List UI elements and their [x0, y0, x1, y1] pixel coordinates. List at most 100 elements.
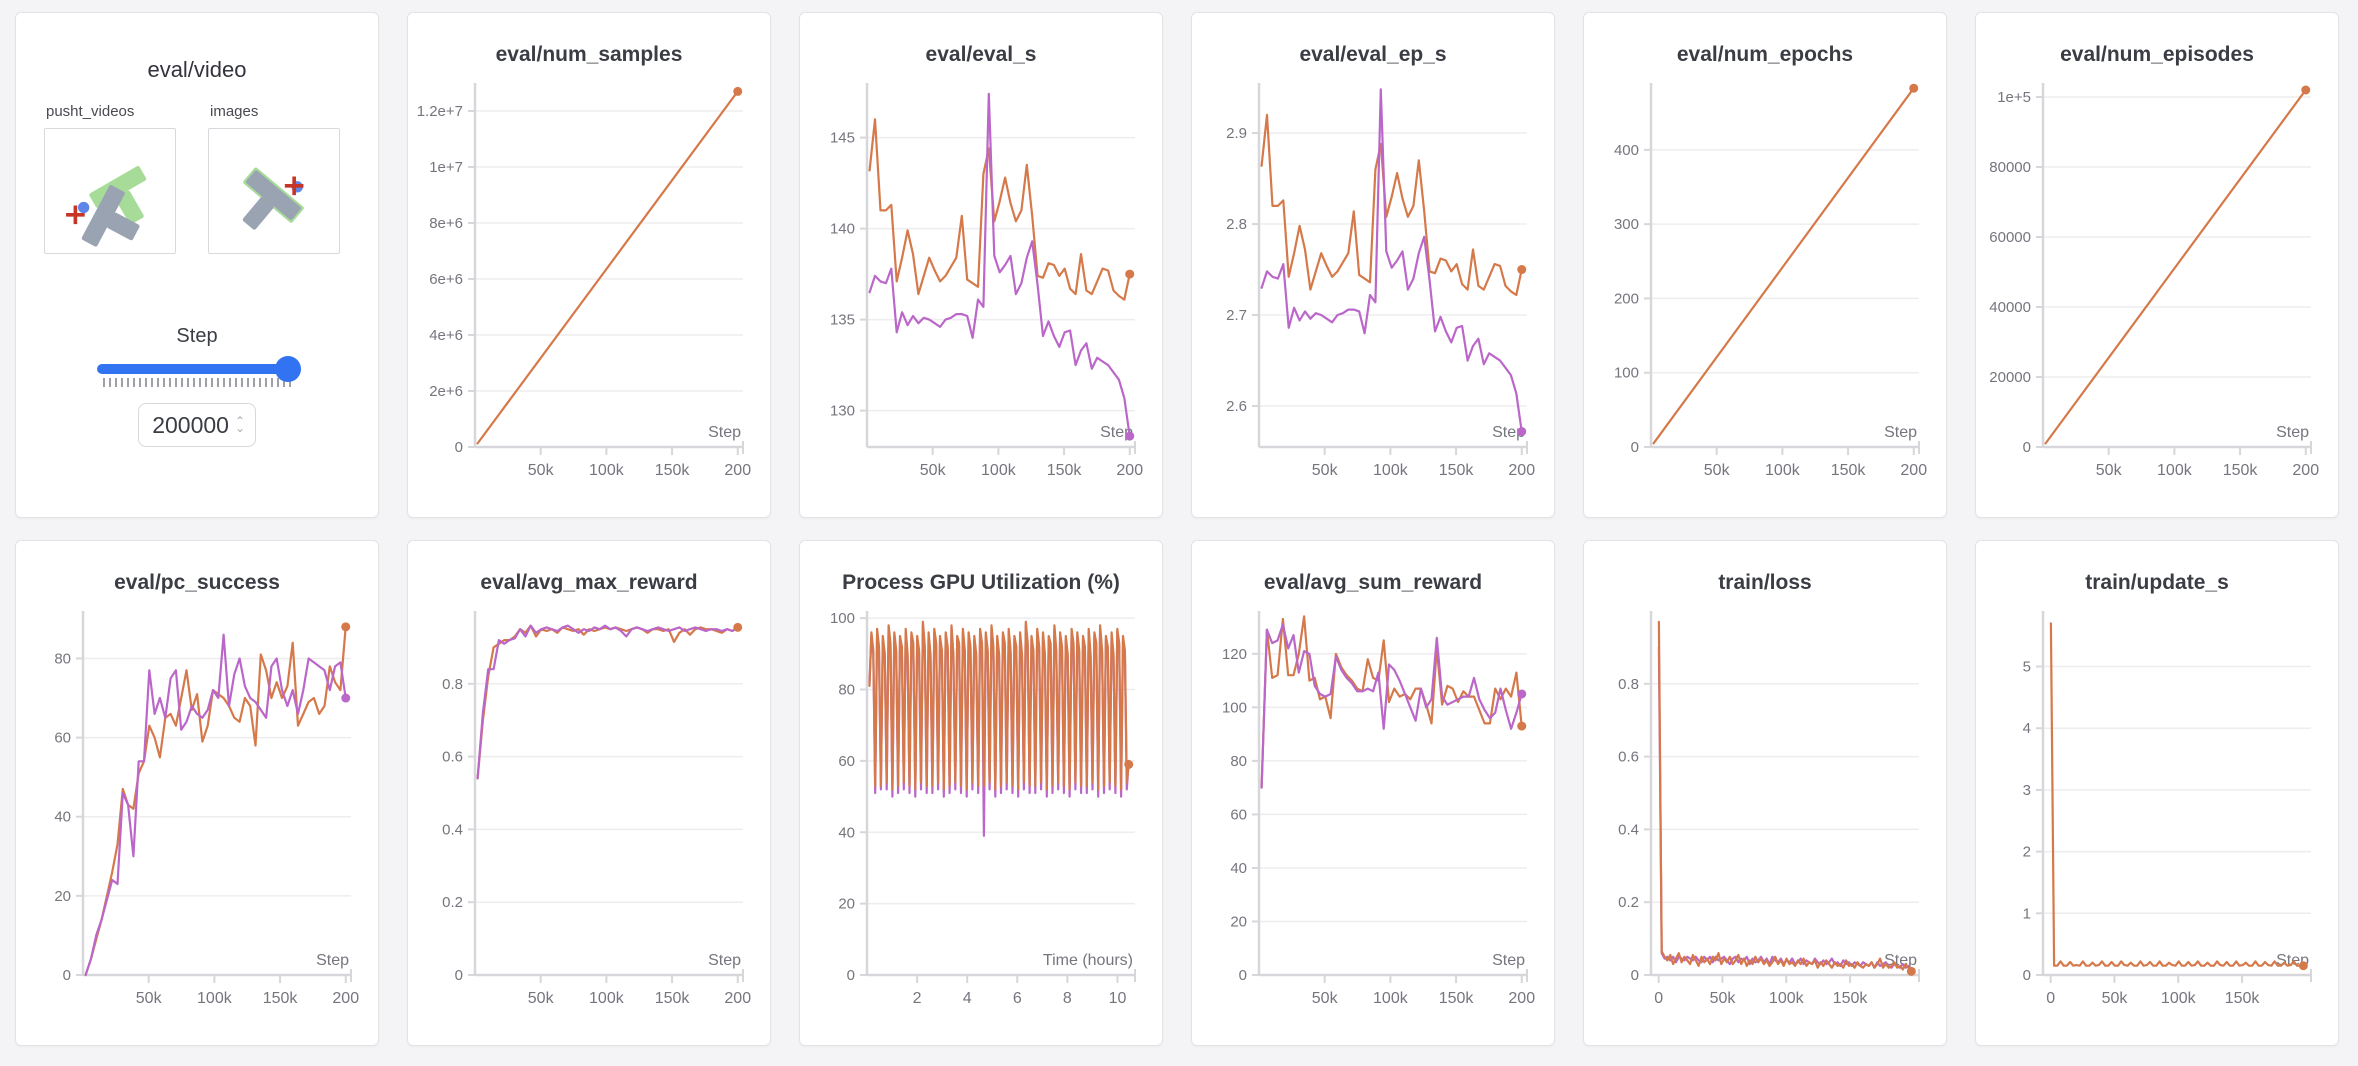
step-spinner[interactable]: ⌃ ⌄: [234, 414, 246, 435]
svg-text:2: 2: [913, 990, 922, 1007]
chart-title: eval/num_samples: [495, 43, 683, 66]
step-input[interactable]: [148, 410, 231, 440]
svg-text:400: 400: [1614, 142, 1639, 159]
pusht-video-thumbnail[interactable]: [44, 128, 176, 254]
svg-text:80: 80: [54, 650, 71, 667]
svg-text:0.2: 0.2: [442, 894, 463, 911]
media-row: pusht_videos image: [16, 103, 378, 259]
panel-title: eval/video: [147, 57, 247, 82]
svg-text:50k: 50k: [528, 462, 555, 479]
panel-eval-video[interactable]: eval/video pusht_videos: [15, 12, 379, 518]
svg-text:Time (hours): Time (hours): [1043, 952, 1133, 969]
svg-text:Step: Step: [1884, 424, 1917, 441]
svg-text:100k: 100k: [2161, 990, 2197, 1007]
svg-text:Step: Step: [316, 952, 349, 969]
svg-text:200: 200: [1508, 462, 1535, 479]
chart-panel-eval-num-samples[interactable]: eval/num_samples 0 2e+6 4e+6 6e+6 8e+6 1e+7 1.…: [407, 12, 771, 518]
svg-text:2.7: 2.7: [1226, 307, 1247, 324]
chart-panel-eval-num-epochs[interactable]: eval/num_epochs 0 100 200 300 400 50k 100k 150k…: [1583, 12, 1947, 518]
chart-panel-train-update-s[interactable]: train/update_s 0 1 2 3 4 5 0 50k 100k 150k Step: [1975, 540, 2339, 1046]
svg-text:100k: 100k: [589, 462, 625, 479]
line-chart: 0 20000 40000 60000 80000 1e+5 50k 100k 150k 200 S…: [1989, 83, 2319, 479]
svg-text:40: 40: [1230, 860, 1247, 877]
svg-text:50k: 50k: [528, 990, 555, 1007]
svg-text:145: 145: [830, 130, 855, 147]
line-chart: 130 135 140 145 50k 100k 150k 200 Step: [830, 83, 1143, 479]
svg-text:50k: 50k: [1710, 990, 1737, 1007]
svg-text:120: 120: [1222, 646, 1247, 663]
svg-text:2.9: 2.9: [1226, 125, 1247, 142]
line-chart: 0 2e+6 4e+6 6e+6 8e+6 1e+7 1.2e+7 50k 100k 150k 20…: [417, 83, 751, 479]
chart-title: eval/avg_sum_reward: [1263, 571, 1483, 594]
chart-title: eval/avg_max_reward: [480, 571, 698, 594]
chart-panel-gpu-utilization[interactable]: Process GPU Utilization (%) 0 20 40 60 80 100…: [799, 540, 1163, 1046]
svg-text:130: 130: [830, 403, 855, 420]
svg-text:6: 6: [1013, 990, 1022, 1007]
svg-text:2.6: 2.6: [1226, 398, 1247, 415]
svg-text:80: 80: [1230, 753, 1247, 770]
svg-text:8e+6: 8e+6: [429, 215, 463, 232]
media-label: images: [210, 103, 259, 120]
step-slider[interactable]: [97, 356, 301, 382]
step-slider-label: Step: [176, 325, 218, 347]
chart-title: eval/eval_ep_s: [1299, 43, 1447, 66]
svg-text:0: 0: [63, 967, 71, 984]
svg-text:150k: 150k: [263, 990, 299, 1007]
images-thumbnail[interactable]: [208, 128, 340, 254]
svg-text:150k: 150k: [655, 462, 691, 479]
chart-panel-train-loss[interactable]: train/loss 0 0.2 0.4 0.6 0.8 0 50k 100k 150k Step: [1583, 540, 1947, 1046]
chart-panel-eval-num-episodes[interactable]: eval/num_episodes 0 20000 40000 60000 80000 1…: [1975, 12, 2339, 518]
svg-text:100k: 100k: [981, 462, 1017, 479]
chart-panel-eval-eval-ep-s[interactable]: eval/eval_ep_s 2.6 2.7 2.8 2.9 50k 100k 150k 20…: [1191, 12, 1555, 518]
svg-text:200: 200: [2292, 462, 2319, 479]
svg-text:0.6: 0.6: [442, 749, 463, 766]
svg-text:0: 0: [1239, 967, 1247, 984]
chart-panel-eval-eval-s[interactable]: eval/eval_s 130 135 140 145 50k 100k 150k 200 St…: [799, 12, 1163, 518]
svg-text:100k: 100k: [1373, 462, 1409, 479]
line-chart: 0 0.2 0.4 0.6 0.8 50k 100k 150k 200 Step: [442, 611, 751, 1007]
svg-text:100: 100: [1222, 699, 1247, 716]
svg-text:0: 0: [2023, 439, 2031, 456]
svg-text:100k: 100k: [1769, 990, 1805, 1007]
svg-text:150k: 150k: [1439, 462, 1475, 479]
svg-text:20: 20: [1230, 913, 1247, 930]
step-slider-handle[interactable]: [275, 356, 301, 382]
line-chart: 0 20 40 60 80 50k 100k 150k 200 Step: [54, 611, 359, 1007]
svg-text:50k: 50k: [1312, 990, 1339, 1007]
svg-text:1.2e+7: 1.2e+7: [417, 103, 463, 120]
svg-text:300: 300: [1614, 216, 1639, 233]
svg-text:4e+6: 4e+6: [429, 327, 463, 344]
goal-cross: [66, 205, 85, 225]
svg-text:0: 0: [2046, 990, 2055, 1007]
svg-text:80000: 80000: [1989, 159, 2031, 176]
svg-text:4: 4: [2023, 720, 2031, 737]
svg-text:1e+5: 1e+5: [1997, 89, 2031, 106]
svg-text:0: 0: [1631, 439, 1639, 456]
svg-text:2e+6: 2e+6: [429, 383, 463, 400]
svg-text:200: 200: [724, 462, 751, 479]
svg-text:50k: 50k: [1312, 462, 1339, 479]
svg-text:150k: 150k: [2223, 462, 2259, 479]
spinner-down-icon[interactable]: ⌄: [234, 421, 246, 435]
svg-text:60000: 60000: [1989, 229, 2031, 246]
svg-text:50k: 50k: [2096, 462, 2123, 479]
svg-text:200: 200: [1116, 462, 1143, 479]
chart-panel-eval-avg-max-reward[interactable]: eval/avg_max_reward 0 0.2 0.4 0.6 0.8 50k 100k…: [407, 540, 771, 1046]
svg-text:0: 0: [455, 967, 463, 984]
chart-panel-eval-avg-sum-reward[interactable]: eval/avg_sum_reward 0 20 40 60 80 100 120 50k 10…: [1191, 540, 1555, 1046]
svg-text:4: 4: [963, 990, 972, 1007]
line-chart: 0 100 200 300 400 50k 100k 150k 200 Step: [1614, 83, 1927, 479]
media-pusht-videos: pusht_videos: [44, 103, 186, 259]
spinner-up-icon[interactable]: ⌃: [234, 414, 246, 428]
svg-text:80: 80: [838, 682, 855, 699]
svg-text:20: 20: [838, 896, 855, 913]
agent-dot: [77, 201, 90, 214]
chart-panel-eval-pc-success[interactable]: eval/pc_success 0 20 40 60 80 50k 100k 150k 200 S…: [15, 540, 379, 1046]
step-slider-ticks: [103, 378, 291, 387]
svg-text:10: 10: [1109, 990, 1127, 1007]
svg-text:50k: 50k: [1704, 462, 1731, 479]
line-chart: 0 20 40 60 80 100 2 4 6 8 10 Time (hours): [830, 610, 1136, 1007]
svg-text:0: 0: [2023, 967, 2031, 984]
svg-text:200: 200: [1614, 290, 1639, 307]
svg-text:Step: Step: [1492, 952, 1525, 969]
